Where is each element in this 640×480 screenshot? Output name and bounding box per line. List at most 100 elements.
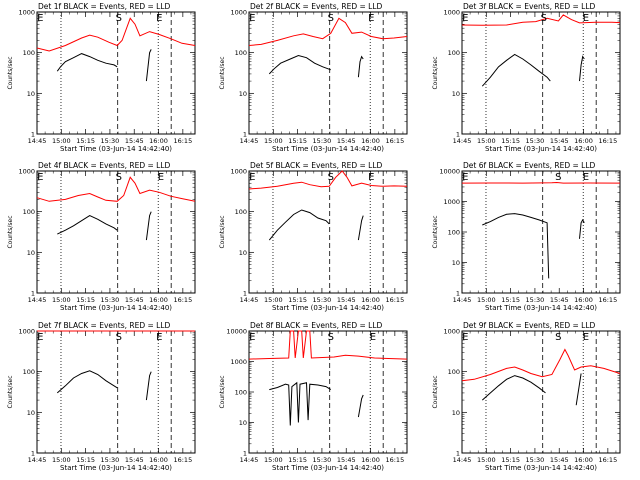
lld-series-line [461,181,621,184]
x-tick-label: 15:30 [101,296,120,304]
x-tick-label: 14:45 [240,296,259,304]
x-tick-label: 16:00 [149,456,168,464]
x-tick-label: 16:15 [173,456,192,464]
x-tick-label: 15:30 [313,456,332,464]
marker-label: E [156,332,162,343]
x-tick-label: 15:00 [477,456,496,464]
lld-series-line [248,330,408,360]
x-tick-label: 16:15 [385,137,404,145]
panel-9: Det 9f BLACK = Events, RED = LLD 1 10 100 10… [432,321,621,472]
marker-label: E [249,172,255,183]
marker-label: E [462,13,468,24]
y-axis-label: Counts/sec [7,375,14,408]
panel-title: Det 7f BLACK = Events, RED = LLD [38,321,171,330]
y-tick-label: 1 [31,290,35,298]
x-tick-label: 15:00 [264,137,283,145]
x-tick-label: 15:30 [313,296,332,304]
y-tick-label: 1 [243,450,247,458]
lld-series-line [36,176,196,202]
events-series-line [269,381,332,426]
y-axis-label: Counts/sec [7,56,14,89]
x-axis-label: Start Time (03-Jun-14 14:42:40) [485,304,597,312]
x-tick-label: 15:45 [337,296,356,304]
marker-label: S [328,332,334,343]
panel-title: Det 1f BLACK = Events, RED = LLD [38,2,171,11]
lld-series-line [248,17,408,46]
x-tick-label: 16:00 [574,137,593,145]
y-tick-label: 100 [235,389,247,397]
y-tick-label: 1 [456,290,460,298]
marker-label: E [368,172,374,183]
y-axis-label: Counts/sec [219,215,226,248]
y-tick-label: 10 [452,90,460,98]
y-axis-label: Counts/sec [7,215,14,248]
x-axis-label: Start Time (03-Jun-14 14:42:40) [272,304,384,312]
y-tick-label: 100 [448,368,460,376]
x-axis-label: Start Time (03-Jun-14 14:42:40) [272,464,384,472]
x-tick-label: 15:15 [501,137,520,145]
x-axis-label: Start Time (03-Jun-14 14:42:40) [485,464,597,472]
x-tick-label: 16:15 [598,137,617,145]
x-tick-label: 16:15 [598,296,617,304]
y-tick-label: 1 [456,131,460,139]
y-tick-label: 100 [23,208,35,216]
x-tick-label: 15:45 [550,137,569,145]
events-series-line [145,49,152,82]
panel-8: Det 8f BLACK = Events, RED = LLD 1 10 100 10… [219,321,408,472]
x-axis-label: Start Time (03-Jun-14 14:42:40) [272,145,384,153]
panel-2: Det 2f BLACK = Events, RED = LLD 1 10 100 10… [219,2,408,153]
marker-label: E [156,13,162,24]
y-tick-label: 1 [456,450,460,458]
y-tick-label: 1 [31,450,35,458]
events-series-line [145,371,152,401]
y-tick-label: 1 [243,131,247,139]
y-tick-label: 10 [452,259,460,267]
y-tick-label: 10 [239,419,247,427]
marker-label: S [116,332,122,343]
marker-label: E [583,172,589,183]
events-series-line [481,375,546,401]
x-tick-label: 15:00 [52,296,71,304]
x-tick-label: 14:45 [453,137,472,145]
x-tick-label: 15:15 [76,456,95,464]
x-tick-label: 14:45 [240,456,259,464]
y-tick-label: 1000 [443,9,460,17]
x-tick-label: 15:15 [501,296,520,304]
marker-label: E [158,172,164,183]
y-tick-label: 100 [23,368,35,376]
x-tick-label: 15:00 [52,137,71,145]
x-tick-label: 16:15 [173,137,192,145]
y-tick-label: 1000 [443,198,460,206]
y-axis-label: Counts/sec [432,56,439,89]
x-tick-label: 15:15 [288,456,307,464]
marker-label: E [368,13,374,24]
y-axis-label: Counts/sec [432,375,439,408]
y-tick-label: 1000 [230,168,247,176]
lld-series-line [461,348,621,382]
x-tick-label: 16:15 [598,456,617,464]
events-series-line [145,211,152,241]
panel-4: Det 4f BLACK = Events, RED = LLD 1 10 100 10… [7,161,196,312]
y-tick-label: 10 [27,409,35,417]
x-tick-label: 15:30 [526,137,545,145]
marker-label: E [462,172,468,183]
events-series-line [481,53,551,87]
events-series-line [579,218,585,239]
y-tick-label: 1000 [18,9,35,17]
y-tick-label: 10000 [226,328,247,336]
x-tick-label: 15:45 [550,456,569,464]
panel-title: Det 2f BLACK = Events, RED = LLD [250,2,383,11]
x-tick-label: 16:00 [149,296,168,304]
x-tick-label: 15:45 [550,296,569,304]
events-series-line [268,54,331,75]
y-tick-label: 100 [448,49,460,57]
x-tick-label: 15:45 [125,456,144,464]
plot-frame [461,11,621,135]
x-tick-label: 16:00 [361,296,380,304]
y-tick-label: 10 [27,249,35,257]
x-tick-label: 15:15 [288,296,307,304]
marker-label: E [583,13,589,24]
marker-label: E [249,13,255,24]
x-tick-label: 14:45 [453,296,472,304]
